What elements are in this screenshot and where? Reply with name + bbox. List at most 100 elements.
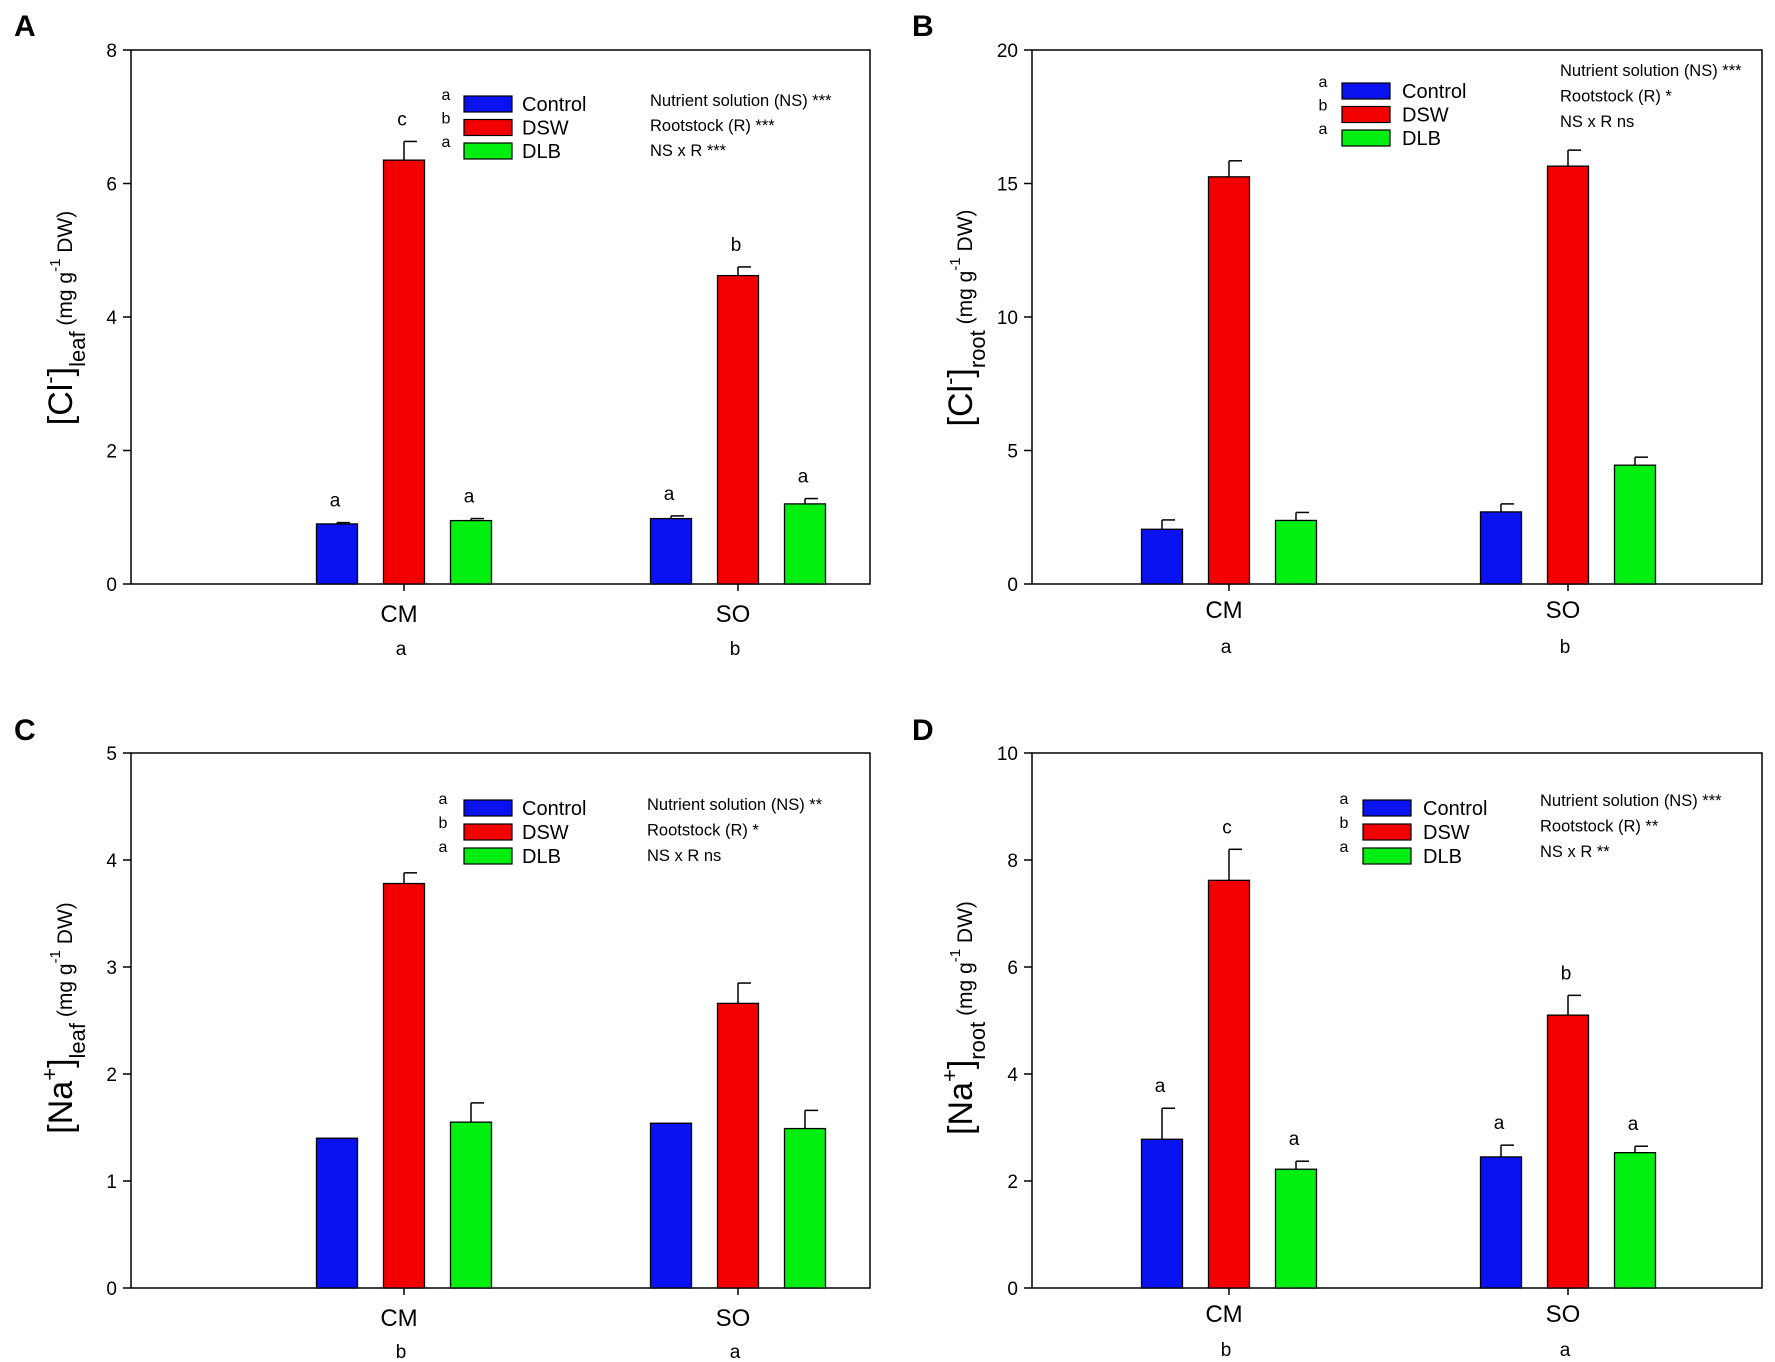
panel-letter: C — [14, 714, 36, 747]
y-tick-label: 8 — [106, 41, 117, 62]
legend-letter: a — [439, 839, 448, 856]
legend-label: DSW — [1402, 105, 1449, 127]
category-letter: b — [396, 1342, 407, 1362]
stats-line: NS x R ns — [647, 847, 721, 865]
y-tick-label: 5 — [106, 744, 117, 765]
bar-dsw — [1546, 1014, 1590, 1289]
bar-dsw — [716, 274, 760, 585]
y-axis-label-part: ] — [42, 367, 80, 376]
y-axis-label-part: -1 — [947, 949, 964, 962]
bar-control — [315, 523, 359, 585]
bar-control — [1479, 1156, 1523, 1289]
bar-dlb — [1613, 1151, 1657, 1289]
panel-c: C 0 1 2 3 4 5 CM b SO a a Control b DSW a DLB Nutrient so… — [14, 714, 871, 1362]
y-axis-label-part: [Na — [42, 1081, 80, 1134]
bar-control — [1140, 528, 1184, 585]
legend-letter: a — [442, 87, 451, 104]
stats-line: Rootstock (R) *** — [650, 117, 775, 135]
y-axis-label-part: ] — [942, 368, 980, 377]
legend-swatch-dsw — [1341, 105, 1391, 124]
legend-label: DSW — [522, 822, 569, 844]
y-axis-label-part: - — [937, 378, 962, 385]
significance-letter: c — [397, 109, 407, 130]
stats-line: Rootstock (R) * — [647, 822, 759, 840]
y-axis-label-part: DW) — [54, 902, 77, 950]
y-tick-label: 20 — [997, 41, 1018, 62]
category-label: SO — [716, 1305, 751, 1332]
stats-line: Nutrient solution (NS) *** — [1560, 62, 1742, 80]
y-axis-label-part: DW) — [54, 211, 77, 259]
category-label: CM — [380, 601, 417, 628]
legend-label: DLB — [522, 846, 561, 868]
bar-dsw — [382, 159, 426, 585]
y-axis-label-part: [Cl — [42, 384, 80, 426]
category-letter: a — [1221, 637, 1232, 658]
panel-letter: A — [14, 10, 36, 43]
bar-control — [1140, 1138, 1184, 1289]
legend-swatch-dlb — [1341, 129, 1391, 147]
category-label: CM — [1205, 1301, 1242, 1328]
legend-label: DLB — [1423, 846, 1462, 868]
category-letter: a — [730, 1342, 741, 1362]
significance-letter: a — [1628, 1114, 1639, 1135]
significance-letter: a — [664, 484, 675, 505]
y-axis-label-part: -1 — [47, 259, 64, 272]
y-axis-label-part: DW) — [954, 901, 977, 949]
y-tick-label: 5 — [1007, 442, 1018, 463]
plot-frame — [130, 752, 871, 1289]
legend-letter: b — [442, 111, 451, 128]
category-label: SO — [716, 601, 751, 628]
y-axis-label-part: - — [37, 376, 62, 383]
legend-swatch-dsw — [463, 118, 513, 137]
legend-label: DSW — [1423, 822, 1470, 844]
category-letter: b — [1560, 637, 1571, 658]
category-letter: b — [730, 639, 741, 660]
y-tick-label: 0 — [106, 575, 117, 596]
y-tick-label: 15 — [997, 175, 1018, 196]
y-axis-label: [Cl-]leaf (mg g-1 DW) — [37, 211, 91, 426]
significance-letter: b — [1561, 963, 1572, 984]
y-tick-label: 8 — [1007, 851, 1018, 872]
stats-line: Nutrient solution (NS) *** — [650, 92, 832, 110]
y-axis-label-part: ] — [42, 1058, 80, 1067]
category-label: SO — [1546, 1301, 1581, 1328]
y-axis-label-part: + — [37, 1068, 62, 1081]
significance-letter: a — [330, 491, 341, 512]
bar-dsw — [1207, 879, 1251, 1289]
bar-control — [649, 1122, 693, 1289]
stats-line: Nutrient solution (NS) *** — [1540, 792, 1722, 810]
bar-dlb — [783, 1127, 827, 1289]
stats-line: NS x R ns — [1560, 113, 1634, 131]
legend-swatch-control — [463, 95, 513, 113]
y-tick-label: 2 — [106, 442, 117, 463]
y-axis-label-part: (mg g — [954, 962, 977, 1022]
y-tick-label: 6 — [1007, 958, 1018, 979]
y-axis-label-part: + — [937, 1069, 962, 1082]
legend-label: DSW — [522, 118, 569, 140]
stats-line: Rootstock (R) * — [1560, 88, 1672, 106]
y-tick-label: 10 — [997, 744, 1018, 765]
legend-letter: a — [442, 134, 451, 151]
y-tick-label: 1 — [106, 1172, 117, 1193]
legend-swatch-dlb — [463, 142, 513, 160]
significance-letter: a — [798, 467, 809, 488]
y-tick-label: 4 — [106, 851, 117, 872]
y-axis-label-part: leaf — [65, 1022, 90, 1058]
stats-line: Nutrient solution (NS) ** — [647, 796, 823, 814]
y-tick-label: 2 — [106, 1065, 117, 1086]
y-axis-label-part: ] — [942, 1060, 980, 1069]
y-tick-label: 0 — [1007, 1279, 1018, 1300]
y-axis-label-part: root — [965, 330, 990, 368]
y-axis-label-part: -1 — [947, 257, 964, 270]
y-tick-label: 3 — [106, 958, 117, 979]
y-tick-label: 4 — [1007, 1065, 1018, 1086]
bar-dsw — [716, 1002, 760, 1289]
legend-label: Control — [522, 94, 586, 116]
bar-dsw — [382, 882, 426, 1289]
y-axis-label-part: -1 — [47, 950, 64, 963]
legend-letter: b — [1340, 815, 1349, 832]
y-tick-label: 0 — [1007, 575, 1018, 596]
